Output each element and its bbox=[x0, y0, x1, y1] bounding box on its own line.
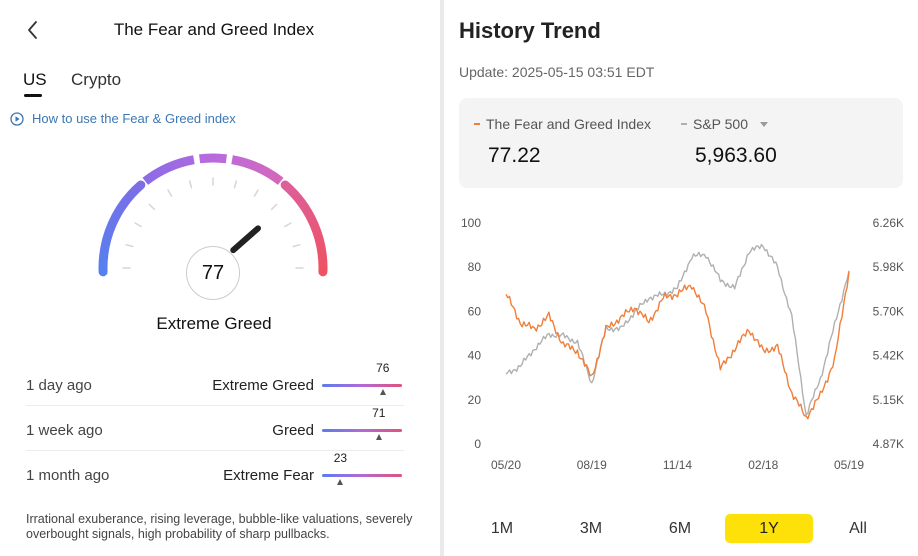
gauge-tick bbox=[167, 189, 173, 197]
active-tab-indicator bbox=[24, 94, 42, 97]
gauge-tick bbox=[253, 189, 259, 197]
gauge-tick bbox=[233, 180, 238, 189]
gauge-segment-extreme-greed bbox=[280, 180, 328, 277]
howto-link-label: How to use the Fear & Greed index bbox=[32, 111, 236, 126]
x-tick-label: 02/18 bbox=[748, 458, 778, 472]
x-tick-label: 05/20 bbox=[491, 458, 521, 472]
y-right-tick-label: 5.98K bbox=[873, 260, 904, 274]
y-left-tick-label: 80 bbox=[468, 260, 482, 274]
sp500-current-value: 5,963.60 bbox=[695, 144, 777, 167]
y-left-tick-label: 20 bbox=[468, 393, 482, 407]
gauge-arc bbox=[98, 153, 328, 277]
history-marker-icon bbox=[379, 389, 386, 395]
series-line-sp500 bbox=[505, 243, 850, 416]
tab-us[interactable]: US bbox=[23, 70, 47, 89]
gauge-tick bbox=[125, 243, 134, 248]
range-1m[interactable]: 1M bbox=[490, 519, 514, 537]
legend-fear-greed: The Fear and Greed Index bbox=[474, 116, 651, 132]
history-marker-icon bbox=[375, 434, 382, 440]
gauge-segment-fear bbox=[142, 155, 195, 185]
legend-sp500-selector[interactable]: S&P 500 bbox=[681, 116, 769, 132]
gauge-tick bbox=[292, 243, 301, 248]
gauge-value: 77 bbox=[186, 246, 240, 300]
fear-greed-current-value: 77.22 bbox=[488, 144, 541, 167]
gray-dash-icon bbox=[681, 123, 687, 125]
history-value: 76 bbox=[376, 361, 390, 375]
back-icon[interactable] bbox=[22, 18, 46, 42]
legend-label: The Fear and Greed Index bbox=[486, 116, 651, 132]
tab-crypto[interactable]: Crypto bbox=[71, 70, 122, 89]
y-right-tick-label: 6.26K bbox=[873, 216, 904, 230]
y-left-tick-label: 100 bbox=[461, 216, 481, 230]
history-trend-panel: History Trend Update: 2025-05-15 03:51 E… bbox=[444, 0, 918, 556]
history-value: 71 bbox=[372, 406, 386, 420]
gauge-tick bbox=[284, 222, 292, 228]
history-state: Extreme Fear bbox=[223, 467, 314, 484]
history-state: Greed bbox=[272, 422, 314, 439]
y-axis-right: 4.87K 5.15K 5.42K 5.70K 5.98K 6.26K bbox=[873, 216, 904, 451]
gauge-segment-neutral bbox=[199, 153, 227, 164]
x-tick-label: 08/19 bbox=[577, 458, 607, 472]
gauge-tick bbox=[188, 180, 193, 189]
caret-down-icon bbox=[760, 121, 769, 127]
fear-greed-gauge bbox=[98, 153, 328, 277]
history-period: 1 week ago bbox=[26, 422, 103, 439]
range-6m[interactable]: 6M bbox=[668, 519, 692, 537]
gauge-tick bbox=[148, 203, 156, 211]
y-left-tick-label: 40 bbox=[468, 349, 482, 363]
range-3m[interactable]: 3M bbox=[579, 519, 603, 537]
gauge-segment-extreme-fear bbox=[98, 180, 146, 277]
page-title: The Fear and Greed Index bbox=[113, 20, 315, 39]
gauge-description: Irrational exuberance, rising leverage, … bbox=[26, 512, 413, 541]
howto-link[interactable]: How to use the Fear & Greed index bbox=[10, 111, 236, 126]
gauge-tick bbox=[270, 203, 278, 211]
range-1y[interactable]: 1Y bbox=[725, 514, 813, 543]
history-bar bbox=[322, 384, 402, 387]
y-left-tick-label: 0 bbox=[474, 437, 481, 451]
history-period: 1 day ago bbox=[26, 377, 92, 394]
y-right-tick-label: 4.87K bbox=[873, 437, 904, 451]
history-state: Extreme Greed bbox=[212, 377, 314, 394]
history-row-1-day: 1 day ago Extreme Greed 76 bbox=[26, 361, 404, 406]
gauge-tick bbox=[134, 222, 142, 228]
range-all[interactable]: All bbox=[849, 519, 867, 537]
legend-label: S&P 500 bbox=[693, 116, 749, 132]
history-bar bbox=[322, 474, 402, 477]
y-left-tick-label: 60 bbox=[468, 304, 482, 318]
history-row-1-month: 1 month ago Extreme Fear 23 bbox=[26, 451, 404, 496]
gauge-segment-greed bbox=[231, 155, 284, 185]
history-value: 23 bbox=[333, 451, 348, 465]
y-right-tick-label: 5.70K bbox=[873, 304, 904, 318]
gauge-needle bbox=[230, 225, 262, 254]
y-right-tick-label: 5.15K bbox=[873, 393, 904, 407]
x-tick-label: 05/19 bbox=[834, 458, 864, 472]
gauge-ticks bbox=[122, 177, 304, 269]
orange-dash-icon bbox=[474, 123, 480, 125]
history-trend-chart: 0 20 40 60 80 100 4.87K 5.15K 5.42K 5.70K 5.98K 6.… bbox=[461, 216, 904, 472]
x-tick-label: 11/14 bbox=[663, 458, 692, 472]
y-right-tick-label: 5.42K bbox=[873, 349, 904, 363]
update-timestamp: Update: 2025-05-15 03:51 EDT bbox=[459, 64, 655, 80]
x-axis: 05/20 08/19 11/14 02/18 05/19 bbox=[491, 458, 864, 472]
history-marker-icon bbox=[337, 479, 344, 485]
history-period: 1 month ago bbox=[26, 467, 110, 484]
history-row-1-week: 1 week ago Greed 71 bbox=[26, 406, 404, 451]
gauge-label: Extreme Greed bbox=[156, 314, 272, 333]
play-circle-icon bbox=[10, 111, 24, 126]
legend-card: The Fear and Greed Index S&P 500 77.22 5… bbox=[459, 98, 903, 188]
series-line-fear-greed bbox=[505, 271, 850, 420]
history-bar bbox=[322, 429, 402, 432]
section-title: History Trend bbox=[459, 18, 601, 43]
y-axis-left: 0 20 40 60 80 100 bbox=[461, 216, 481, 451]
fear-greed-panel: The Fear and Greed Index US Crypto How t… bbox=[0, 0, 440, 556]
